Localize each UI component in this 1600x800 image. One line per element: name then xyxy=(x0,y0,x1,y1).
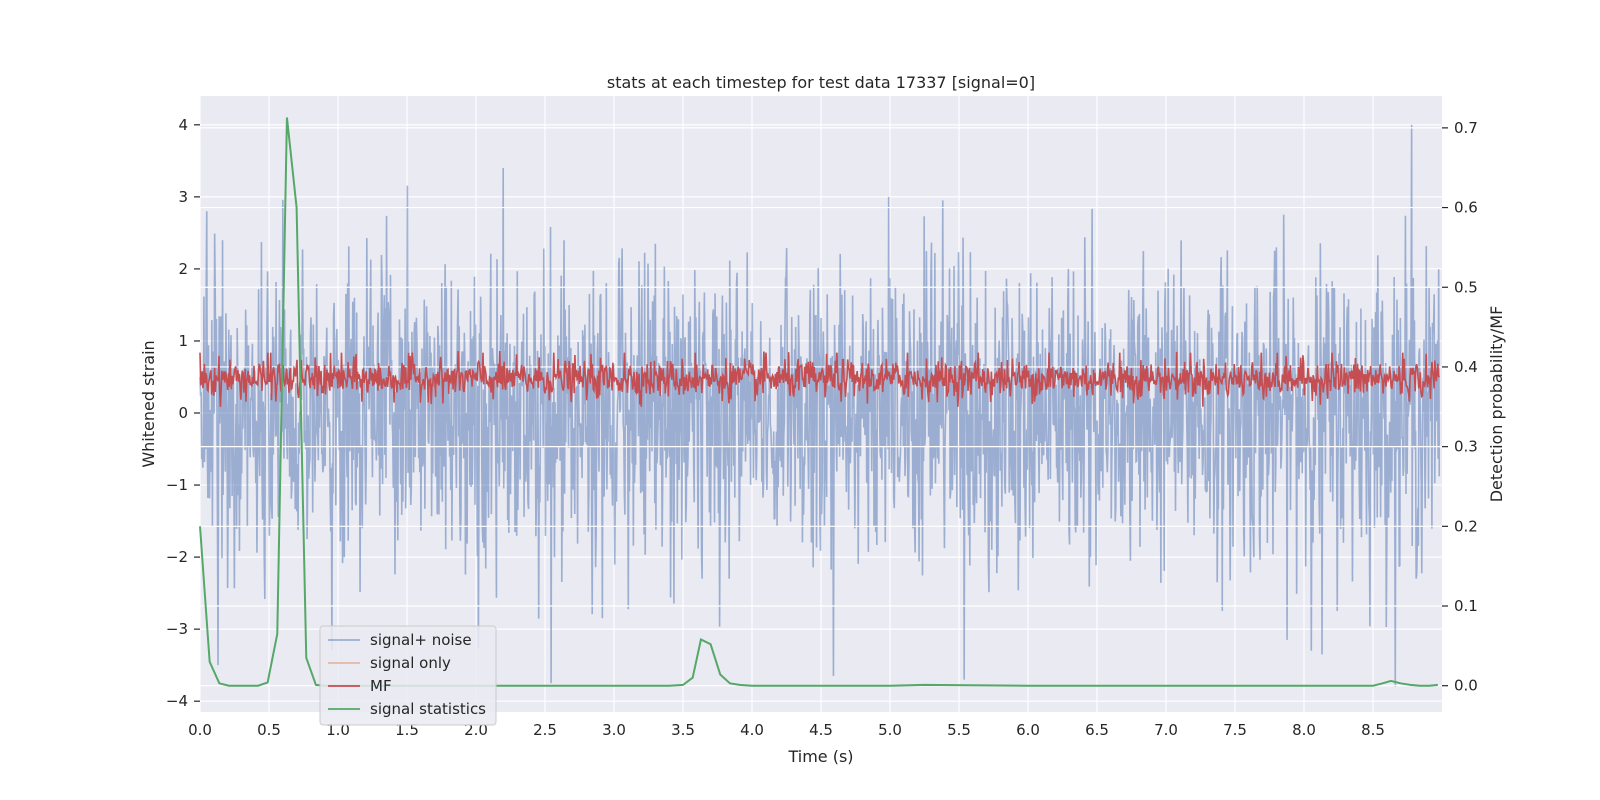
legend-label-signal-noise: signal+ noise xyxy=(370,631,472,649)
y2-tick-label: 0.7 xyxy=(1454,119,1478,137)
signal-statistics-series xyxy=(199,117,1438,687)
y-tick-label: 1 xyxy=(178,332,188,350)
x-tick-label: 0.0 xyxy=(188,721,212,739)
y-tick-label: −1 xyxy=(166,476,188,494)
x-tick-label: 4.5 xyxy=(809,721,833,739)
y2-axis-label: Detection probability/MF xyxy=(1487,306,1506,503)
signal-noise-line xyxy=(199,124,1441,687)
y2-axis-ticks: 0.7 0.6 0.5 0.4 0.3 0.2 0.1 0.0 xyxy=(1442,119,1478,695)
x-tick-label: 7.5 xyxy=(1223,721,1247,739)
y-tick-label: −3 xyxy=(166,620,188,638)
y-tick-label: −4 xyxy=(166,692,188,710)
signal-noise-series xyxy=(199,124,1441,687)
x-axis-label: Time (s) xyxy=(787,747,853,766)
y2-tick-label: 0.3 xyxy=(1454,438,1478,456)
y2-tick-label: 0.2 xyxy=(1454,517,1478,535)
y2-tick-label: 0.5 xyxy=(1454,278,1478,296)
y-tick-label: 0 xyxy=(178,404,188,422)
y2-tick-label: 0.6 xyxy=(1454,199,1478,217)
mf-line xyxy=(199,350,1440,407)
x-tick-label: 8.5 xyxy=(1361,721,1385,739)
x-tick-label: 3.5 xyxy=(671,721,695,739)
x-tick-label: 6.0 xyxy=(1016,721,1040,739)
legend-label-signal-only: signal only xyxy=(370,654,451,672)
y2-tick-label: 0.0 xyxy=(1454,677,1478,695)
legend-label-mf: MF xyxy=(370,677,392,695)
y-tick-label: 3 xyxy=(178,188,188,206)
y-axis-label: Whitened strain xyxy=(139,340,158,467)
x-tick-label: 5.0 xyxy=(878,721,902,739)
legend-label-signal-statistics: signal statistics xyxy=(370,700,486,718)
y-axis-ticks: 4 3 2 1 0 −1 −2 −3 −4 xyxy=(166,116,200,710)
x-tick-label: 2.5 xyxy=(533,721,557,739)
x-tick-label: 3.0 xyxy=(602,721,626,739)
y2-tick-label: 0.1 xyxy=(1454,597,1478,615)
chart-title: stats at each timestep for test data 173… xyxy=(607,73,1035,92)
y2-tick-label: 0.4 xyxy=(1454,358,1478,376)
x-tick-label: 7.0 xyxy=(1154,721,1178,739)
mf-series xyxy=(199,350,1440,407)
x-tick-label: 8.0 xyxy=(1292,721,1316,739)
signal-statistics-line xyxy=(199,117,1438,687)
legend: signal+ noise signal only MF signal stat… xyxy=(319,625,497,726)
x-tick-label: 6.5 xyxy=(1085,721,1109,739)
y-tick-label: 4 xyxy=(178,116,188,134)
y-tick-label: −2 xyxy=(166,548,188,566)
x-tick-label: 0.5 xyxy=(257,721,281,739)
x-tick-label: 4.0 xyxy=(740,721,764,739)
x-tick-label: 5.5 xyxy=(947,721,971,739)
legend-box xyxy=(319,625,497,726)
y-tick-label: 2 xyxy=(178,260,188,278)
